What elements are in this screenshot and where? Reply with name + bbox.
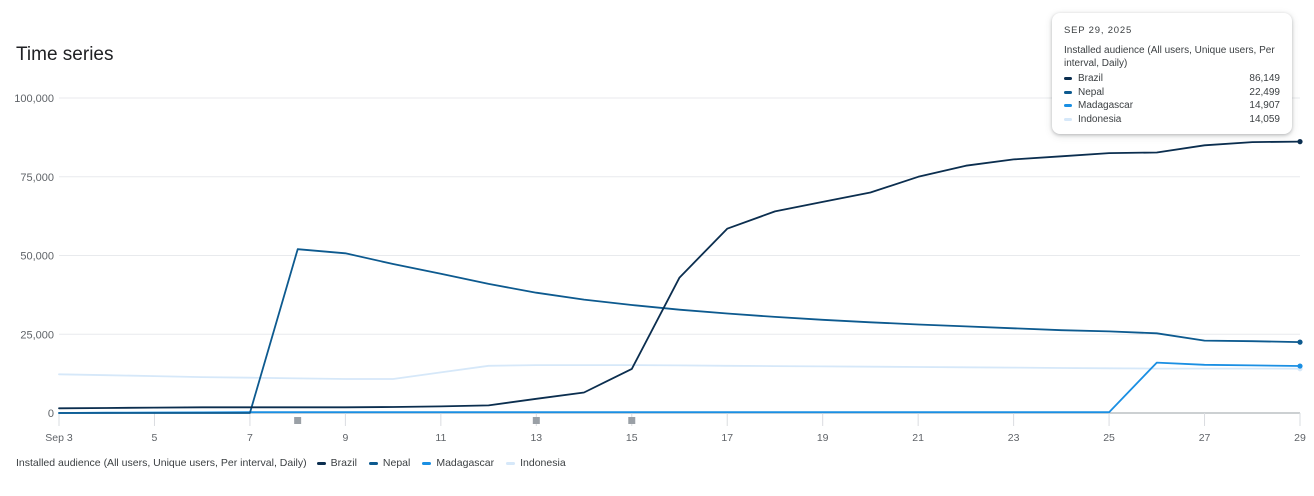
x-tick-label: 15	[626, 432, 638, 444]
tooltip-swatch-nepal	[1064, 90, 1072, 94]
tooltip-name-brazil: Brazil	[1078, 73, 1104, 85]
legend-caption: Installed audience (All users, Unique us…	[16, 457, 307, 469]
tooltip-swatch-madagascar	[1064, 104, 1072, 108]
tooltip-row-nepal: Nepal 22,499	[1064, 86, 1280, 100]
tooltip-swatch-indonesia	[1064, 117, 1072, 121]
annotation-marker	[532, 417, 540, 424]
x-tick-label: Sep 3	[45, 432, 73, 444]
x-tick-label: 17	[721, 432, 733, 444]
x-tick-label: 9	[342, 432, 348, 444]
x-tick-label: 19	[817, 432, 829, 444]
y-tick-label: 0	[48, 408, 54, 420]
tooltip-name-madagascar: Madagascar	[1078, 100, 1134, 112]
legend-item-brazil[interactable]: Brazil	[316, 457, 357, 469]
x-tick-label: 7	[247, 432, 253, 444]
tooltip-row-madagascar: Madagascar 14,907	[1064, 99, 1280, 113]
annotation-marker	[628, 417, 636, 424]
x-tick-label: 5	[152, 432, 158, 444]
x-tick-label: 21	[912, 432, 924, 444]
series-lines	[58, 140, 1301, 414]
tooltip-value-nepal: 22,499	[1249, 86, 1280, 98]
end-point-madagascar	[1297, 363, 1303, 369]
tooltip-name-nepal: Nepal	[1078, 86, 1105, 98]
chart-legend: Installed audience (All users, Unique us…	[16, 457, 578, 469]
legend-swatch-nepal	[368, 461, 378, 465]
tooltip-row-brazil: Brazil 86,149	[1064, 72, 1280, 86]
x-tick-label: 29	[1294, 432, 1306, 444]
end-point-brazil	[1297, 139, 1303, 145]
hover-tooltip: SEP 29, 2025 Installed audience (All use…	[1052, 13, 1292, 134]
tooltip-value-madagascar: 14,907	[1249, 100, 1280, 112]
y-tick-label: 25,000	[20, 329, 54, 341]
x-tick-label: 27	[1199, 432, 1211, 444]
tooltip-row-indonesia: Indonesia 14,059	[1064, 113, 1280, 127]
legend-label-brazil: Brazil	[330, 457, 357, 469]
x-tick-label: 13	[530, 432, 542, 444]
tooltip-value-brazil: 86,149	[1249, 73, 1280, 85]
legend-label-nepal: Nepal	[382, 457, 411, 469]
legend-swatch-indonesia	[506, 461, 516, 465]
x-axis-ticks: Sep 3 5 7 9 11 13 15 17 19 21 23 25 27 29	[45, 413, 1306, 444]
y-tick-label: 100,000	[14, 93, 54, 105]
end-point-nepal	[1297, 339, 1303, 345]
legend-swatch-brazil	[316, 461, 326, 465]
annotation-marker	[294, 417, 302, 424]
legend-item-madagascar[interactable]: Madagascar	[422, 457, 494, 469]
tooltip-name-indonesia: Indonesia	[1078, 113, 1122, 125]
series-line-madagascar	[58, 361, 1301, 414]
y-axis-ticks: 0 25,000 50,000 75,000 100,000	[14, 93, 54, 420]
chart-title: Time series	[16, 44, 114, 65]
tooltip-value-indonesia: 14,059	[1249, 113, 1280, 125]
x-tick-label: 11	[435, 432, 446, 444]
legend-item-indonesia[interactable]: Indonesia	[506, 457, 566, 469]
legend-swatch-madagascar	[422, 461, 432, 465]
tooltip-swatch-brazil	[1064, 77, 1072, 81]
x-axis-markers	[294, 417, 636, 424]
tooltip-metric: Installed audience (All users, Unique us…	[1064, 45, 1275, 69]
end-point-dots	[1297, 139, 1303, 372]
x-tick-label: 23	[1008, 432, 1020, 444]
x-tick-label: 25	[1103, 432, 1115, 444]
y-tick-label: 50,000	[20, 251, 54, 263]
series-line-brazil	[58, 140, 1301, 410]
series-line-nepal	[58, 248, 1301, 414]
legend-label-indonesia: Indonesia	[520, 457, 566, 469]
tooltip-date: SEP 29, 2025	[1064, 25, 1133, 36]
y-tick-label: 75,000	[20, 172, 54, 184]
series-line-indonesia	[58, 364, 1301, 380]
legend-label-madagascar: Madagascar	[436, 457, 495, 469]
legend-item-nepal[interactable]: Nepal	[368, 457, 411, 469]
